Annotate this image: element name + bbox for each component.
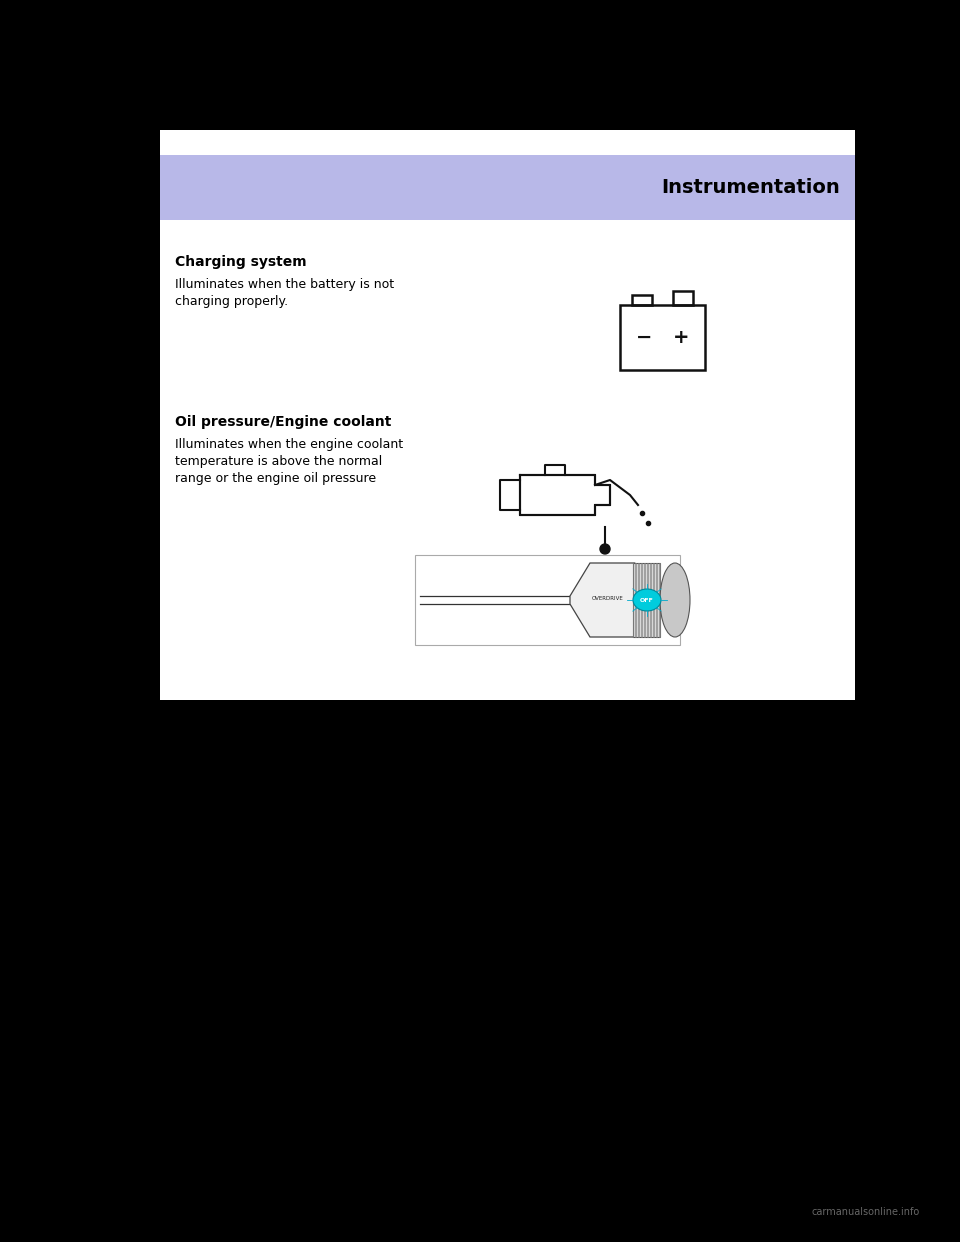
Ellipse shape xyxy=(660,563,690,637)
Text: Oil pressure/Engine coolant: Oil pressure/Engine coolant xyxy=(175,415,392,428)
Text: +: + xyxy=(673,328,689,347)
Bar xyxy=(415,555,680,645)
Polygon shape xyxy=(570,563,635,637)
Text: Instrumentation: Instrumentation xyxy=(661,178,840,197)
Text: Illuminates when the battery is not
charging properly.: Illuminates when the battery is not char… xyxy=(175,278,395,308)
Text: carmanualsonline.info: carmanualsonline.info xyxy=(812,1207,920,1217)
Text: OFF: OFF xyxy=(640,597,654,602)
Circle shape xyxy=(600,544,610,554)
Bar xyxy=(673,291,693,306)
Ellipse shape xyxy=(633,589,661,611)
Bar xyxy=(160,155,855,220)
Text: Illuminates when the engine coolant
temperature is above the normal
range or the: Illuminates when the engine coolant temp… xyxy=(175,438,403,484)
Bar xyxy=(160,130,855,700)
Bar xyxy=(632,296,652,306)
Text: Charging system: Charging system xyxy=(175,255,306,270)
Text: OVERDRIVE: OVERDRIVE xyxy=(592,595,624,600)
Bar xyxy=(620,306,705,370)
Bar xyxy=(633,563,660,637)
Text: −: − xyxy=(636,328,652,347)
